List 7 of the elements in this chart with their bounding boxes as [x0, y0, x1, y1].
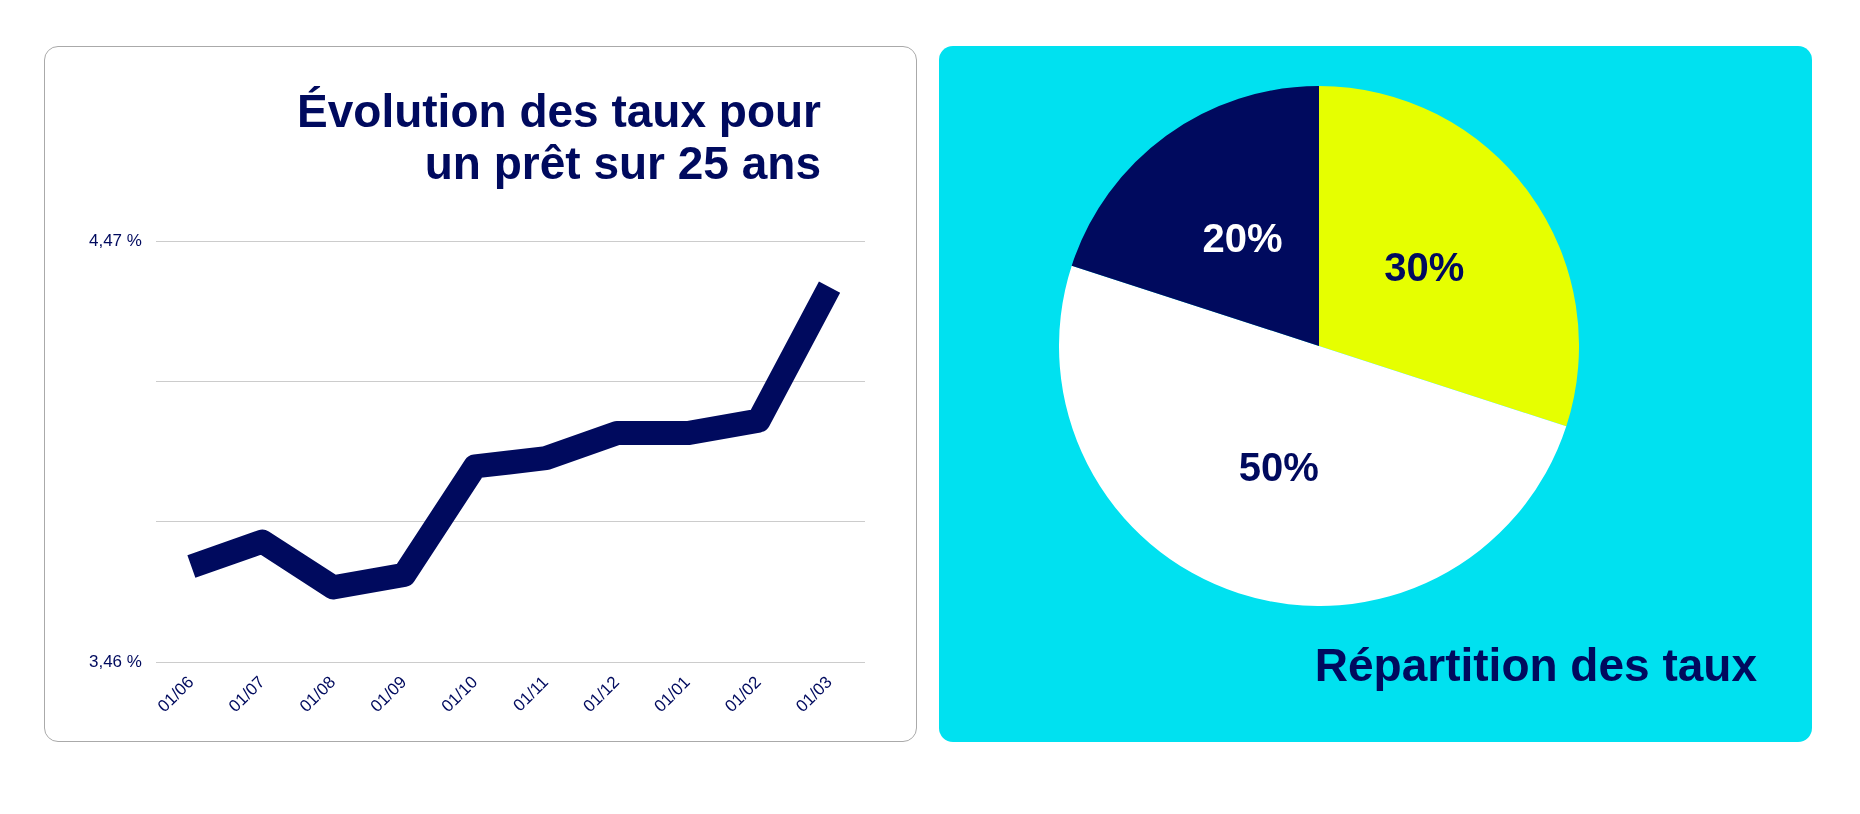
- data-label: 20%: [1202, 215, 1283, 260]
- chart-title: Évolution des taux pour un prêt sur 25 ans: [296, 85, 821, 189]
- y-tick-label: 4,47 %: [88, 230, 142, 250]
- text: Répartition des taux: [1314, 638, 1757, 692]
- data-label: 30%: [1384, 244, 1465, 289]
- data-label: 50%: [1238, 444, 1319, 489]
- y-tick-label: 3,46 %: [88, 652, 142, 672]
